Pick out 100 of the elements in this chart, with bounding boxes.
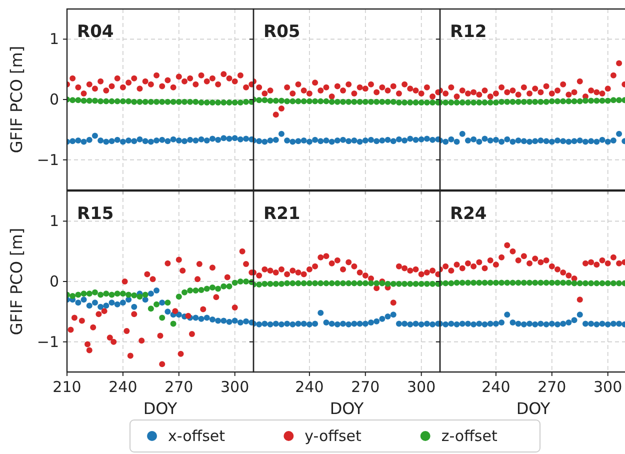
- point: [346, 321, 352, 328]
- point: [482, 321, 488, 328]
- point: [554, 321, 560, 328]
- point: [418, 136, 424, 142]
- point: [272, 98, 279, 104]
- point: [334, 98, 340, 105]
- point: [290, 280, 296, 286]
- point: [192, 138, 199, 144]
- point: [262, 266, 268, 272]
- point: [554, 266, 560, 272]
- point: [92, 289, 98, 296]
- y-axis-title: GFIF PCO [m]: [7, 46, 26, 154]
- point: [532, 256, 538, 262]
- point: [243, 278, 250, 284]
- point: [346, 280, 352, 286]
- point: [560, 98, 566, 104]
- point: [164, 260, 171, 266]
- point: [374, 318, 380, 324]
- x-axis-title: DOY: [516, 399, 550, 418]
- point: [470, 100, 477, 106]
- point: [616, 60, 622, 66]
- legend-label: z-offset: [441, 427, 498, 445]
- point: [154, 72, 160, 78]
- point: [75, 84, 82, 90]
- point: [278, 266, 284, 272]
- point: [323, 138, 330, 144]
- point: [448, 84, 454, 90]
- point: [220, 135, 227, 142]
- point: [170, 136, 176, 142]
- point: [435, 320, 440, 327]
- point: [215, 318, 222, 324]
- point: [142, 98, 148, 105]
- point: [588, 98, 594, 104]
- point: [306, 98, 312, 104]
- point: [272, 136, 279, 143]
- point: [594, 280, 600, 286]
- point: [498, 254, 505, 260]
- point: [192, 98, 199, 105]
- point: [237, 72, 244, 78]
- point: [209, 284, 216, 291]
- point: [402, 100, 408, 106]
- point: [396, 263, 402, 270]
- point: [138, 338, 145, 344]
- point: [487, 93, 494, 100]
- point: [532, 98, 538, 105]
- point: [554, 138, 560, 144]
- point: [571, 89, 578, 96]
- point: [328, 98, 335, 105]
- point: [402, 81, 408, 88]
- point: [424, 84, 430, 90]
- point: [390, 312, 396, 318]
- point: [86, 347, 92, 354]
- point: [334, 257, 340, 264]
- point: [576, 280, 583, 286]
- point: [384, 136, 391, 143]
- point: [470, 136, 477, 142]
- point: [192, 288, 199, 294]
- point: [407, 321, 414, 328]
- point: [136, 86, 143, 92]
- point: [543, 138, 550, 144]
- point: [86, 98, 92, 104]
- point: [548, 90, 555, 96]
- point: [215, 286, 222, 292]
- point: [526, 280, 533, 286]
- point: [482, 100, 488, 106]
- point: [412, 266, 419, 272]
- point: [412, 87, 419, 94]
- point: [267, 268, 274, 274]
- point: [594, 262, 600, 268]
- point: [86, 81, 92, 88]
- point: [70, 97, 76, 104]
- point: [379, 98, 386, 105]
- point: [582, 320, 588, 327]
- point: [470, 280, 477, 286]
- point: [554, 280, 560, 286]
- point: [548, 280, 555, 286]
- point: [204, 138, 210, 144]
- point: [86, 136, 92, 143]
- point: [290, 90, 296, 96]
- point: [340, 136, 346, 143]
- point: [476, 138, 482, 145]
- point: [390, 98, 396, 105]
- point: [103, 302, 110, 309]
- point: [164, 138, 171, 144]
- point: [256, 138, 262, 144]
- point: [159, 136, 166, 143]
- point: [407, 268, 414, 274]
- x-tick-label: 240: [108, 378, 138, 396]
- point: [142, 138, 148, 144]
- point: [220, 283, 227, 290]
- point: [588, 259, 594, 266]
- point: [198, 286, 204, 293]
- point: [538, 259, 544, 266]
- point: [424, 100, 430, 106]
- point: [560, 269, 566, 276]
- point: [476, 92, 482, 98]
- point: [543, 83, 550, 90]
- point: [368, 98, 374, 105]
- point: [284, 84, 290, 90]
- point: [318, 254, 324, 260]
